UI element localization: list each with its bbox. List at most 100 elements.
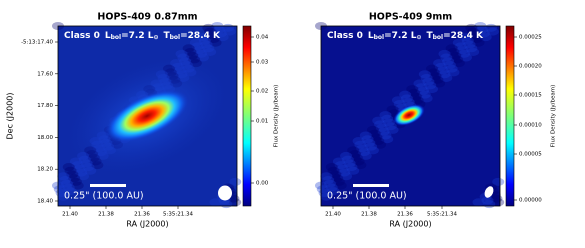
colorbar-tick-label: 0.00005 [519,152,542,158]
noise [425,85,438,94]
noise [417,86,430,95]
y-tick-label: 18.40 [37,199,53,205]
noise [64,187,77,196]
noise [461,36,474,45]
noise [492,177,505,186]
annotation-part: Class 0 [327,31,363,41]
y-tick-label: -5:13:17.40 [21,40,53,46]
noise [438,49,451,58]
noise [427,68,440,77]
noise [198,36,211,45]
noise [352,157,365,166]
colorbar-tick-label: 0.01 [256,119,268,125]
noise [341,155,354,164]
y-tick-label: 18.20 [37,167,53,173]
noise [322,176,335,185]
noise [204,47,217,56]
annotation: Class 0 Lbol=7.2 L⊙ Tbol=28.4 K [327,31,484,41]
annotation-part: L [368,31,374,41]
noise [409,92,422,101]
noise [434,62,447,71]
noise [205,31,218,40]
beam [218,185,232,201]
noise [347,166,360,175]
noise [400,94,413,103]
noise [445,44,458,53]
annotation-part: bol [433,34,443,41]
noise [209,38,222,47]
noise [352,137,365,146]
noise [59,176,72,185]
noise [338,168,351,177]
noise [207,34,220,43]
noise [372,137,385,146]
y-axis-label: Dec (J2000) [6,93,15,140]
noise [327,187,340,196]
annotation-part: bol [170,34,180,41]
noise [191,42,204,51]
noise [386,125,399,134]
noise [336,164,349,173]
noise [386,105,399,114]
x-tick-label: 21.40 [325,212,341,218]
noise [420,73,433,82]
noise [374,120,387,129]
noise [463,40,476,49]
noise [459,53,472,62]
panel-title: HOPS-409 9mm [369,12,452,23]
image-frame [57,25,238,207]
y-tick-label: 18.00 [37,135,53,141]
noise [349,150,362,159]
noise [393,99,406,108]
annotation-part: Class 0 [64,31,100,41]
noise [383,118,396,127]
colorbar-tick-label: 0.02 [256,89,268,95]
noise [363,138,376,147]
noise [472,38,485,47]
colorbar-tick-label: 0.00020 [519,64,542,70]
noise [350,153,363,162]
noise [347,146,360,155]
noise [447,68,460,77]
noise [331,174,344,183]
scale-bar-label: 0.25" (100.0 AU) [64,191,144,202]
noise [216,33,229,42]
noise [467,27,480,36]
noise [340,172,353,181]
noise [204,27,217,36]
noise [465,44,478,53]
noise [490,194,503,203]
noise [366,146,379,155]
noise [440,53,453,62]
annotation-part: T [427,31,434,41]
noise [449,51,462,60]
noise [429,72,442,81]
x-tick-label: 5:35:21.34 [427,212,457,218]
noise [372,116,385,125]
noise [399,90,412,99]
noise [442,57,455,66]
x-tick-label: 5:35:21.34 [163,212,193,218]
noise [477,29,490,38]
scale-bar [90,184,126,187]
x-tick-label: 21.38 [98,212,114,218]
colorbar [242,25,252,207]
noise [195,49,208,58]
noise [379,131,392,140]
noise [193,46,206,55]
noise [481,196,494,205]
noise [196,53,209,62]
noise [418,90,431,99]
panel-title: HOPS-409 0.87mm [97,12,197,23]
noise [436,66,449,75]
noise [361,135,374,144]
colorbar-tick-label: 0.00025 [519,35,542,41]
noise [60,179,73,188]
noise [422,77,435,86]
noise [189,38,202,47]
annotation-part: ⊙ [416,34,421,41]
noise [377,127,390,136]
noise [57,172,70,181]
